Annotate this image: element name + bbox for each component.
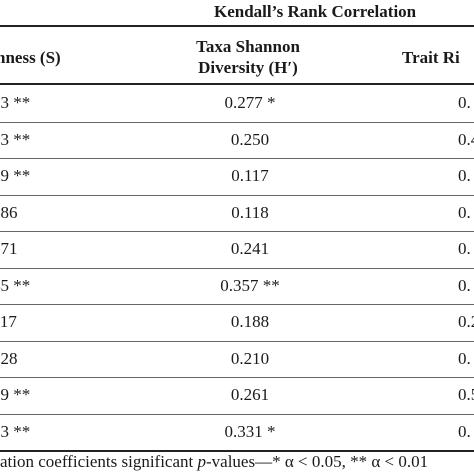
column-header-shannon: Taxa Shannon Diversity (H′) <box>178 36 318 78</box>
column-header-shannon-line1: Taxa Shannon <box>196 37 300 56</box>
footnote-text: ation coefficients significant p-values—… <box>0 452 429 471</box>
row-cell-trait: 0. <box>458 421 471 441</box>
row-cell-shannon: 0.117 <box>231 166 269 185</box>
group-header: Kendall’s Rank Correlation <box>214 2 417 21</box>
table-footnote: ation coefficients significant p-values—… <box>0 452 428 472</box>
row-cell-richness: 186 <box>0 202 18 222</box>
row-cell-trait: 0. <box>458 202 471 222</box>
row-cell-trait: 0.2 <box>458 312 474 331</box>
row-cell-shannon: 0.241 <box>230 239 270 258</box>
row-cell-richness: 89 ** <box>0 385 31 404</box>
row-cell-shannon: 0.210 <box>230 348 270 368</box>
row-cell-richness: 63 ** <box>0 93 31 112</box>
row-cell-richness: 83 ** <box>0 421 31 441</box>
row-cell-shannon: 0.118 <box>231 202 269 222</box>
row-cell-shannon: 0.331 * <box>224 421 276 441</box>
row-divider <box>0 413 474 415</box>
row-cell-trait: 0. <box>458 348 471 368</box>
row-cell-trait: 0. <box>458 166 471 185</box>
row-cell-richness: 45 ** <box>0 275 31 295</box>
row-cell-trait: 0. <box>458 239 471 258</box>
row-divider <box>0 340 474 342</box>
row-cell-richness: 23 ** <box>0 129 31 149</box>
column-header-trait: Trait Ri <box>402 48 460 67</box>
row-cell-shannon: 0.261 <box>230 385 270 404</box>
header-bottom-rule <box>0 83 474 85</box>
row-cell-richness: 59 ** <box>0 166 31 185</box>
row-divider <box>0 121 474 123</box>
column-header-shannon-line2: Diversity (H′) <box>198 58 298 77</box>
row-cell-richness: 071 <box>0 239 18 258</box>
row-cell-shannon: 0.357 ** <box>220 275 280 295</box>
column-header-richness: hness (S) <box>0 48 61 67</box>
row-cell-trait: 0. <box>458 93 471 112</box>
table-bottom-rule <box>0 450 474 452</box>
row-divider <box>0 158 474 159</box>
row-cell-trait: 0.4 <box>458 129 474 149</box>
row-cell-shannon: 0.277 * <box>224 93 276 112</box>
row-divider <box>0 231 474 232</box>
row-cell-richness: 117 <box>0 312 17 331</box>
row-cell-shannon: 0.250 <box>230 129 270 149</box>
row-cell-trait: 0.55 <box>458 385 474 404</box>
row-cell-trait: 0. <box>458 275 471 295</box>
row-divider <box>0 194 474 196</box>
row-cell-shannon: 0.188 <box>230 312 270 331</box>
row-divider <box>0 267 474 269</box>
row-cell-richness: 228 <box>0 348 18 368</box>
row-divider <box>0 377 474 378</box>
row-divider <box>0 304 474 305</box>
header-rule <box>0 25 474 27</box>
